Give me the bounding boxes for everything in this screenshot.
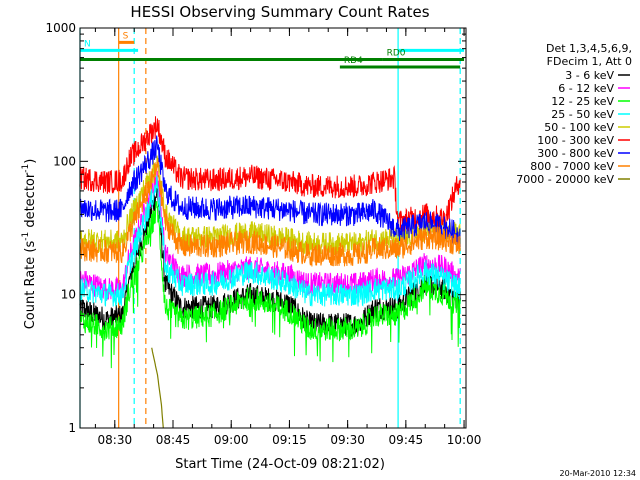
x-tick-label-5: 09:45 xyxy=(389,433,424,447)
state-bar-label-5: RD4 xyxy=(344,56,363,66)
state-bar-label-1: N xyxy=(84,39,91,49)
state-bars: S N RD0 RD4 xyxy=(80,31,465,69)
legend-entry-7: 800 - 7000 keV xyxy=(530,160,614,173)
legend-entry-3: 25 - 50 keV xyxy=(551,108,614,121)
y-axis-label: Count Rate (s-1 detector-1) xyxy=(21,159,38,330)
y-tick-label-0: 1 xyxy=(68,421,76,435)
footer-timestamp: 20-Mar-2010 12:34 xyxy=(560,469,637,478)
x-tick-label-2: 09:00 xyxy=(214,433,249,447)
axes xyxy=(79,27,467,429)
legend-header-0: Det 1,3,4,5,6,9, xyxy=(546,42,632,55)
state-bar-label-0: S xyxy=(123,31,129,41)
x-tick-label-3: 09:15 xyxy=(272,433,307,447)
series-group xyxy=(79,116,461,429)
legend-entry-5: 100 - 300 keV xyxy=(537,134,614,147)
x-tick-label-4: 09:30 xyxy=(330,433,365,447)
x-axis-label: Start Time (24-Oct-09 08:21:02) xyxy=(175,457,385,472)
series-line-4 xyxy=(79,155,461,256)
plot-frame xyxy=(79,27,467,429)
series-line-5 xyxy=(79,116,461,232)
series-line-8 xyxy=(151,347,164,429)
state-bar-label-4: RD0 xyxy=(387,49,406,59)
x-tick-label-1: 08:45 xyxy=(156,433,191,447)
y-tick-label-1: 10 xyxy=(61,288,76,302)
x-tick-label-0: 08:30 xyxy=(98,433,133,447)
series-line-3 xyxy=(79,175,461,307)
y-tick-label-3: 1000 xyxy=(45,21,76,35)
y-tick-label-2: 100 xyxy=(53,154,76,168)
legend: Det 1,3,4,5,6,9,FDecim 1, Att 03 - 6 keV… xyxy=(516,42,632,186)
x-tick-label-6: 10:00 xyxy=(447,433,482,447)
legend-header-1: FDecim 1, Att 0 xyxy=(547,55,632,68)
legend-entry-4: 50 - 100 keV xyxy=(544,121,614,134)
chart-title: HESSI Observing Summary Count Rates xyxy=(130,3,429,21)
tick-labels: 1 10 100 1000 08:30 08:45 09:00 09:15 09:30 09:45… xyxy=(45,21,481,447)
legend-entry-6: 300 - 800 keV xyxy=(537,147,614,160)
legend-entry-1: 6 - 12 keV xyxy=(558,82,614,95)
legend-entry-0: 3 - 6 keV xyxy=(565,69,614,82)
series-line-2 xyxy=(79,201,461,369)
legend-entry-8: 7000 - 20000 keV xyxy=(516,173,614,186)
legend-entry-2: 12 - 25 keV xyxy=(551,95,614,108)
series-line-6 xyxy=(79,135,461,247)
series-line-7 xyxy=(79,159,461,267)
